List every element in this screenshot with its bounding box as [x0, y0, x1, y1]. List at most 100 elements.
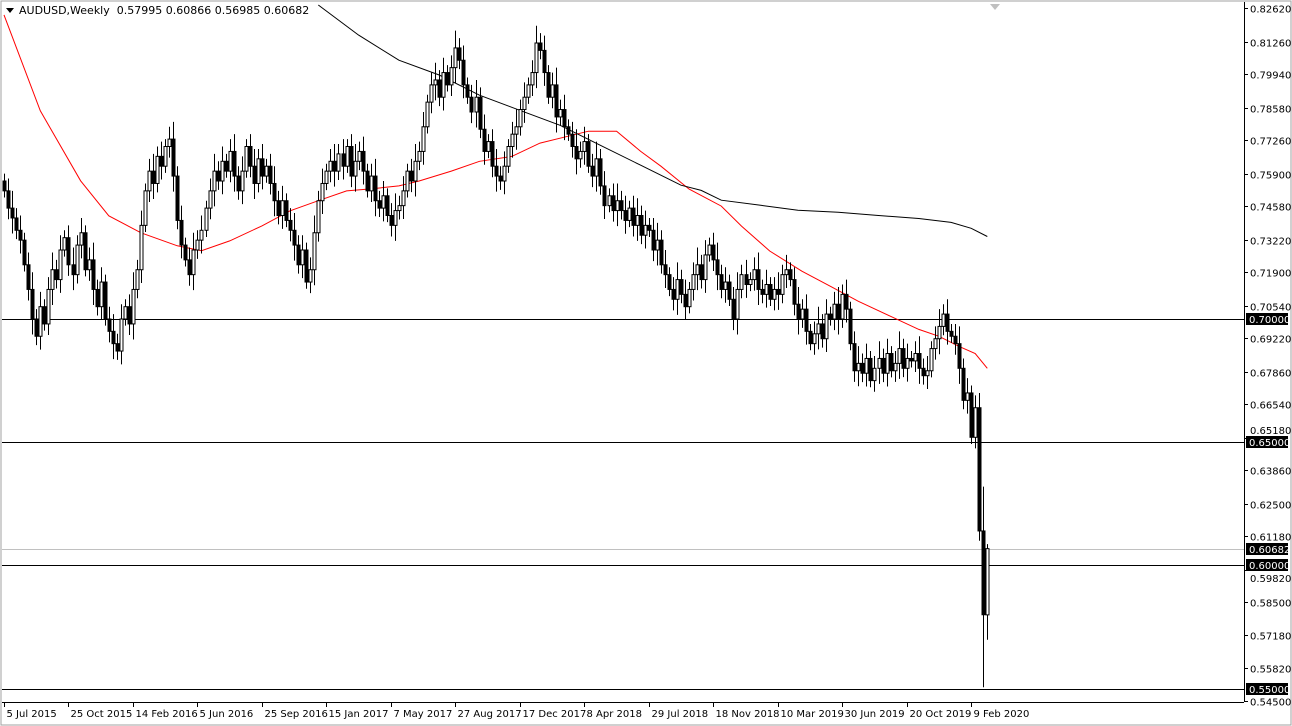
candle-body-bear [546, 72, 551, 98]
candle-body-bear [332, 160, 337, 172]
candle [868, 351, 873, 388]
candle [417, 141, 422, 171]
candle [542, 35, 547, 86]
candle-body-bull [578, 150, 583, 160]
candle [707, 237, 712, 262]
candle-body-bull [913, 353, 918, 362]
candle-body-bear [788, 269, 793, 281]
candle [490, 129, 495, 178]
candle [280, 185, 285, 229]
candle [320, 168, 325, 215]
candle [691, 262, 696, 301]
candle [566, 119, 571, 141]
time-tick-label: 8 Apr 2018 [587, 709, 642, 720]
candle [836, 286, 841, 335]
candle-body-bear [296, 244, 301, 266]
price-axis: 0.82620 0.81260 0.79940 0.78580 0.77260 0.759… [1244, 5, 1291, 709]
candle [429, 72, 434, 114]
candle-body-bear [252, 165, 257, 184]
candle-body-bear [469, 96, 474, 113]
candle-body-bull [393, 210, 398, 226]
candle-body-bear [671, 288, 676, 300]
level-price-label-bg [1246, 683, 1288, 695]
candle [91, 242, 96, 305]
candle [453, 30, 458, 84]
candle-body-bull [397, 205, 402, 212]
candle [42, 299, 47, 331]
candle-body-bear [183, 244, 188, 261]
candle [465, 77, 470, 104]
candle [671, 277, 676, 311]
candle-body-bull [220, 160, 225, 182]
price-tick-label: 0.61180 [1250, 533, 1291, 544]
candle-body-bear [542, 49, 547, 74]
candle [62, 230, 67, 257]
candle [598, 148, 603, 195]
candle [578, 141, 583, 168]
time-tick-label: 15 Jan 2017 [329, 709, 389, 720]
candle-body-bull [752, 269, 757, 281]
candle [965, 378, 970, 414]
candle-body-bear [22, 239, 27, 266]
candle-body-bull [357, 150, 362, 162]
candle-body-bull [937, 325, 942, 340]
candle-body-bull [256, 158, 261, 184]
candle [683, 279, 688, 320]
candle [518, 99, 523, 136]
candle-body-bull [695, 264, 700, 276]
candle [889, 346, 894, 378]
candle [296, 235, 301, 274]
candle-body-bull [530, 72, 535, 86]
candle-body-bear [796, 303, 801, 320]
candle [147, 158, 152, 202]
candle [864, 343, 869, 387]
candle [498, 166, 503, 190]
candle-body-bull [369, 175, 374, 192]
candle-body-bear [820, 323, 825, 340]
candle-body-bull [772, 288, 777, 300]
candle-body-bull [925, 370, 930, 377]
candle-body-bull [748, 279, 753, 286]
candle [502, 151, 507, 195]
candle [635, 198, 640, 241]
candle [703, 240, 708, 293]
candle [820, 314, 825, 348]
candle-body-bull [840, 293, 845, 320]
candle-body-bull [558, 109, 563, 118]
candle [494, 148, 499, 192]
candle-body-bear [756, 269, 761, 290]
candle [264, 158, 269, 183]
dropdown-triangle-icon[interactable] [6, 8, 14, 13]
candle [711, 232, 716, 271]
candle [727, 274, 732, 306]
candle [824, 299, 829, 353]
candle-body-bear [248, 146, 253, 167]
candle-body-bear [365, 170, 370, 192]
candle [6, 178, 11, 220]
candle-body-bull [62, 237, 67, 251]
candle-body-bull [764, 284, 769, 295]
chart-shift-marker-icon[interactable] [990, 4, 1000, 10]
price-tick-label: 0.63860 [1250, 467, 1291, 478]
candle [937, 309, 942, 355]
candle-body-bull [973, 407, 978, 438]
level-price-label: 0.55000 [1249, 685, 1290, 696]
candle [103, 274, 108, 326]
candle [191, 232, 196, 291]
candle-body-bull [514, 126, 519, 135]
candle [87, 247, 92, 281]
candle [764, 269, 769, 308]
candle-body-bear [26, 264, 31, 290]
candle-body-bull [864, 357, 869, 374]
candle [675, 262, 680, 315]
candle [409, 158, 414, 193]
candle-body-bull [655, 239, 660, 251]
candle-body-bear [953, 335, 958, 345]
candle-body-bull [812, 333, 817, 345]
candle [457, 38, 462, 70]
candle-body-bear [71, 264, 76, 276]
candle-body-bull [324, 170, 329, 184]
candle-body-bear [268, 165, 273, 184]
candle-body-bull [135, 269, 140, 290]
